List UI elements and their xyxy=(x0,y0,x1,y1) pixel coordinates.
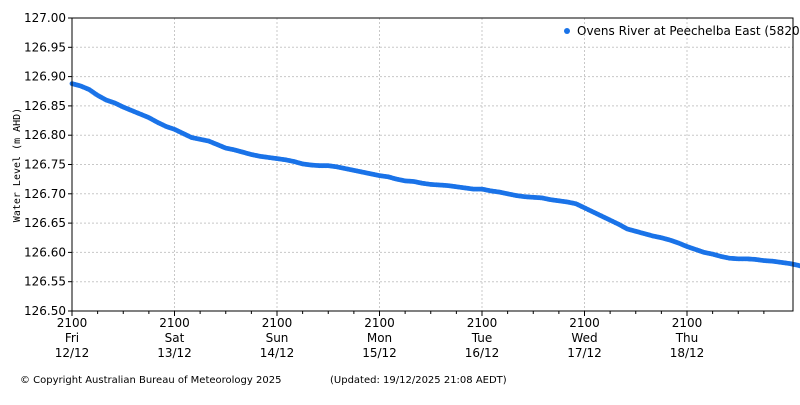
x-tick-date: 17/12 xyxy=(567,346,602,360)
x-tick-day: Sat xyxy=(165,331,185,345)
updated-text: (Updated: 19/12/2025 21:08 AEDT) xyxy=(330,375,507,386)
copyright-text: © Copyright Australian Bureau of Meteoro… xyxy=(20,375,281,386)
x-tick-day: Sun xyxy=(266,331,289,345)
y-tick-label: 126.95 xyxy=(24,40,66,54)
x-tick-date: 15/12 xyxy=(362,346,397,360)
y-tick-label: 126.80 xyxy=(24,128,66,142)
x-tick-day: Wed xyxy=(571,331,597,345)
y-tick-label: 126.90 xyxy=(24,70,66,84)
grid-layer xyxy=(72,18,793,311)
y-tick-label: 126.65 xyxy=(24,216,66,230)
y-tick-label: 126.55 xyxy=(24,275,66,289)
x-tick-date: 13/12 xyxy=(157,346,192,360)
x-tick-day: Thu xyxy=(675,331,699,345)
x-tick-date: 16/12 xyxy=(465,346,500,360)
x-tick-time: 2100 xyxy=(262,316,293,330)
legend-label: Ovens River at Peechelba East (582021) xyxy=(577,24,800,38)
y-tick-label: 127.00 xyxy=(24,11,66,25)
y-tick-label: 126.70 xyxy=(24,187,66,201)
x-tick-time: 2100 xyxy=(569,316,600,330)
x-tick-day: Fri xyxy=(65,331,79,345)
x-tick-date: 18/12 xyxy=(670,346,705,360)
x-tick-time: 2100 xyxy=(364,316,395,330)
x-tick-time: 2100 xyxy=(159,316,190,330)
legend-marker xyxy=(564,28,570,34)
y-tick-label: 126.60 xyxy=(24,245,66,259)
y-axis-label: Water Level (m AHD) xyxy=(12,108,23,222)
y-tick-label: 126.75 xyxy=(24,158,66,172)
x-tick-time: 2100 xyxy=(672,316,703,330)
y-tick-label: 126.85 xyxy=(24,99,66,113)
x-tick-date: 14/12 xyxy=(260,346,295,360)
y-axis-label-group: Water Level (m AHD) xyxy=(12,108,23,222)
x-tick-time: 2100 xyxy=(57,316,88,330)
series-group xyxy=(70,81,800,270)
x-tick-day: Mon xyxy=(367,331,392,345)
x-tick-date: 12/12 xyxy=(55,346,90,360)
axis-layer: 126.50126.55126.60126.65126.70126.75126.… xyxy=(24,11,793,360)
data-layer xyxy=(70,81,800,270)
legend: Ovens River at Peechelba East (582021) xyxy=(564,24,800,38)
x-tick-day: Tue xyxy=(471,331,493,345)
x-tick-time: 2100 xyxy=(467,316,498,330)
footer: © Copyright Australian Bureau of Meteoro… xyxy=(20,375,507,386)
